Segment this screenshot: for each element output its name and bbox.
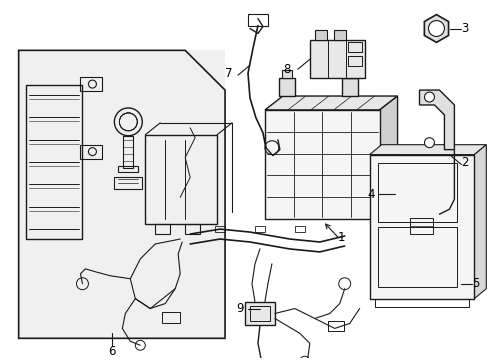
Polygon shape (369, 145, 486, 154)
Bar (341, 78, 357, 96)
Text: 1: 1 (337, 230, 345, 244)
Polygon shape (473, 145, 486, 298)
Bar (162, 311, 180, 323)
Text: 4: 4 (367, 188, 374, 201)
Bar (309, 40, 364, 78)
Bar (369, 154, 473, 298)
Bar (254, 226, 264, 232)
Bar (247, 14, 267, 26)
Bar (244, 302, 274, 325)
Text: 5: 5 (471, 277, 479, 290)
Bar (347, 56, 361, 66)
Bar (294, 226, 304, 232)
Bar (249, 306, 269, 321)
Text: 3: 3 (461, 22, 468, 35)
Bar (25, 85, 82, 239)
Text: 6: 6 (108, 345, 116, 358)
Bar (81, 145, 102, 159)
Bar (374, 298, 468, 307)
Text: 7: 7 (224, 67, 232, 80)
Bar (327, 321, 343, 332)
Bar (123, 136, 133, 167)
Bar (314, 31, 326, 40)
Bar (114, 177, 142, 189)
Text: 2: 2 (461, 156, 468, 169)
Bar (333, 31, 345, 40)
Polygon shape (264, 96, 397, 110)
Bar (344, 70, 354, 78)
Polygon shape (379, 96, 397, 219)
Bar (377, 227, 456, 287)
Circle shape (424, 138, 433, 148)
Bar (278, 78, 294, 96)
Bar (215, 226, 224, 232)
Text: 8: 8 (283, 63, 290, 76)
Bar (118, 166, 138, 171)
Bar (264, 110, 379, 219)
Bar (145, 135, 217, 224)
Bar (281, 70, 291, 78)
Bar (185, 224, 200, 234)
Circle shape (427, 21, 444, 36)
Bar (377, 163, 456, 222)
Bar (408, 218, 432, 234)
Polygon shape (19, 50, 224, 338)
Text: 9: 9 (236, 302, 243, 315)
Bar (347, 42, 361, 52)
Bar (81, 77, 102, 91)
Polygon shape (424, 15, 447, 42)
Polygon shape (419, 90, 453, 150)
Bar (155, 224, 170, 234)
Circle shape (424, 92, 433, 102)
